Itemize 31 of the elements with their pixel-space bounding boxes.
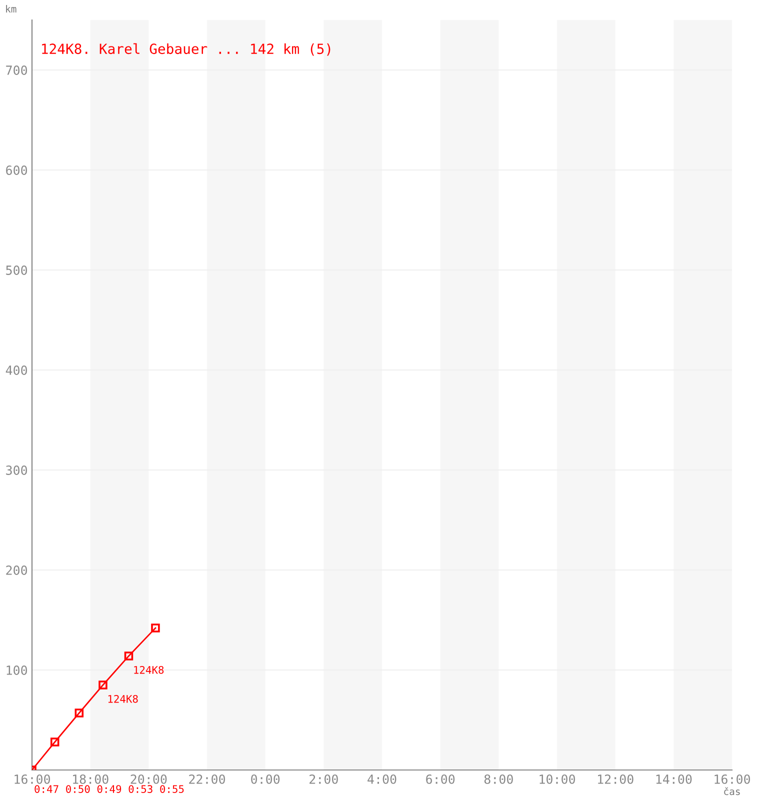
x-tick-label: 20:00: [130, 774, 167, 784]
x-tick-label: 10:00: [540, 774, 576, 784]
y-axis-title: km: [6, 5, 16, 12]
y-tick-label: 100: [6, 666, 28, 675]
y-tick-label: 500: [6, 266, 28, 275]
x-tick-label: 18:00: [73, 774, 108, 784]
x-tick-label: 16:00: [714, 774, 750, 784]
x-tick-label: 14:00: [656, 774, 692, 784]
y-tick-label: 700: [6, 66, 28, 75]
x-tick-label: 6:00: [426, 774, 455, 784]
x-tick-label: 8:00: [484, 774, 513, 784]
text: 124K8. Karel Gebauer ... 142 km (5): [42, 43, 330, 56]
y-tick-label: 300: [6, 466, 28, 475]
x-tick-label: 0:00: [251, 774, 280, 784]
point: [50, 738, 60, 746]
point: [74, 708, 84, 718]
y-tick-label: 200: [6, 566, 28, 575]
x-tick-label: 12:00: [598, 774, 634, 784]
x-tick-label: 16:00: [14, 774, 50, 784]
x-axis-title: čas: [724, 787, 740, 796]
text: 0:47 0:50 0:49 0:53 0:55: [34, 785, 184, 793]
point: [98, 680, 108, 690]
x-tick-label: 4:00: [368, 774, 396, 784]
x-tick-label: 22:00: [189, 774, 226, 784]
point: [124, 652, 134, 660]
annotation: 124K8: [108, 694, 138, 703]
x-tick-label: 2:00: [310, 774, 338, 784]
y-tick-label: 400: [6, 366, 28, 375]
point: [151, 624, 160, 632]
y-tick-label: 600: [6, 166, 28, 175]
annotation: 124K8: [134, 666, 164, 674]
